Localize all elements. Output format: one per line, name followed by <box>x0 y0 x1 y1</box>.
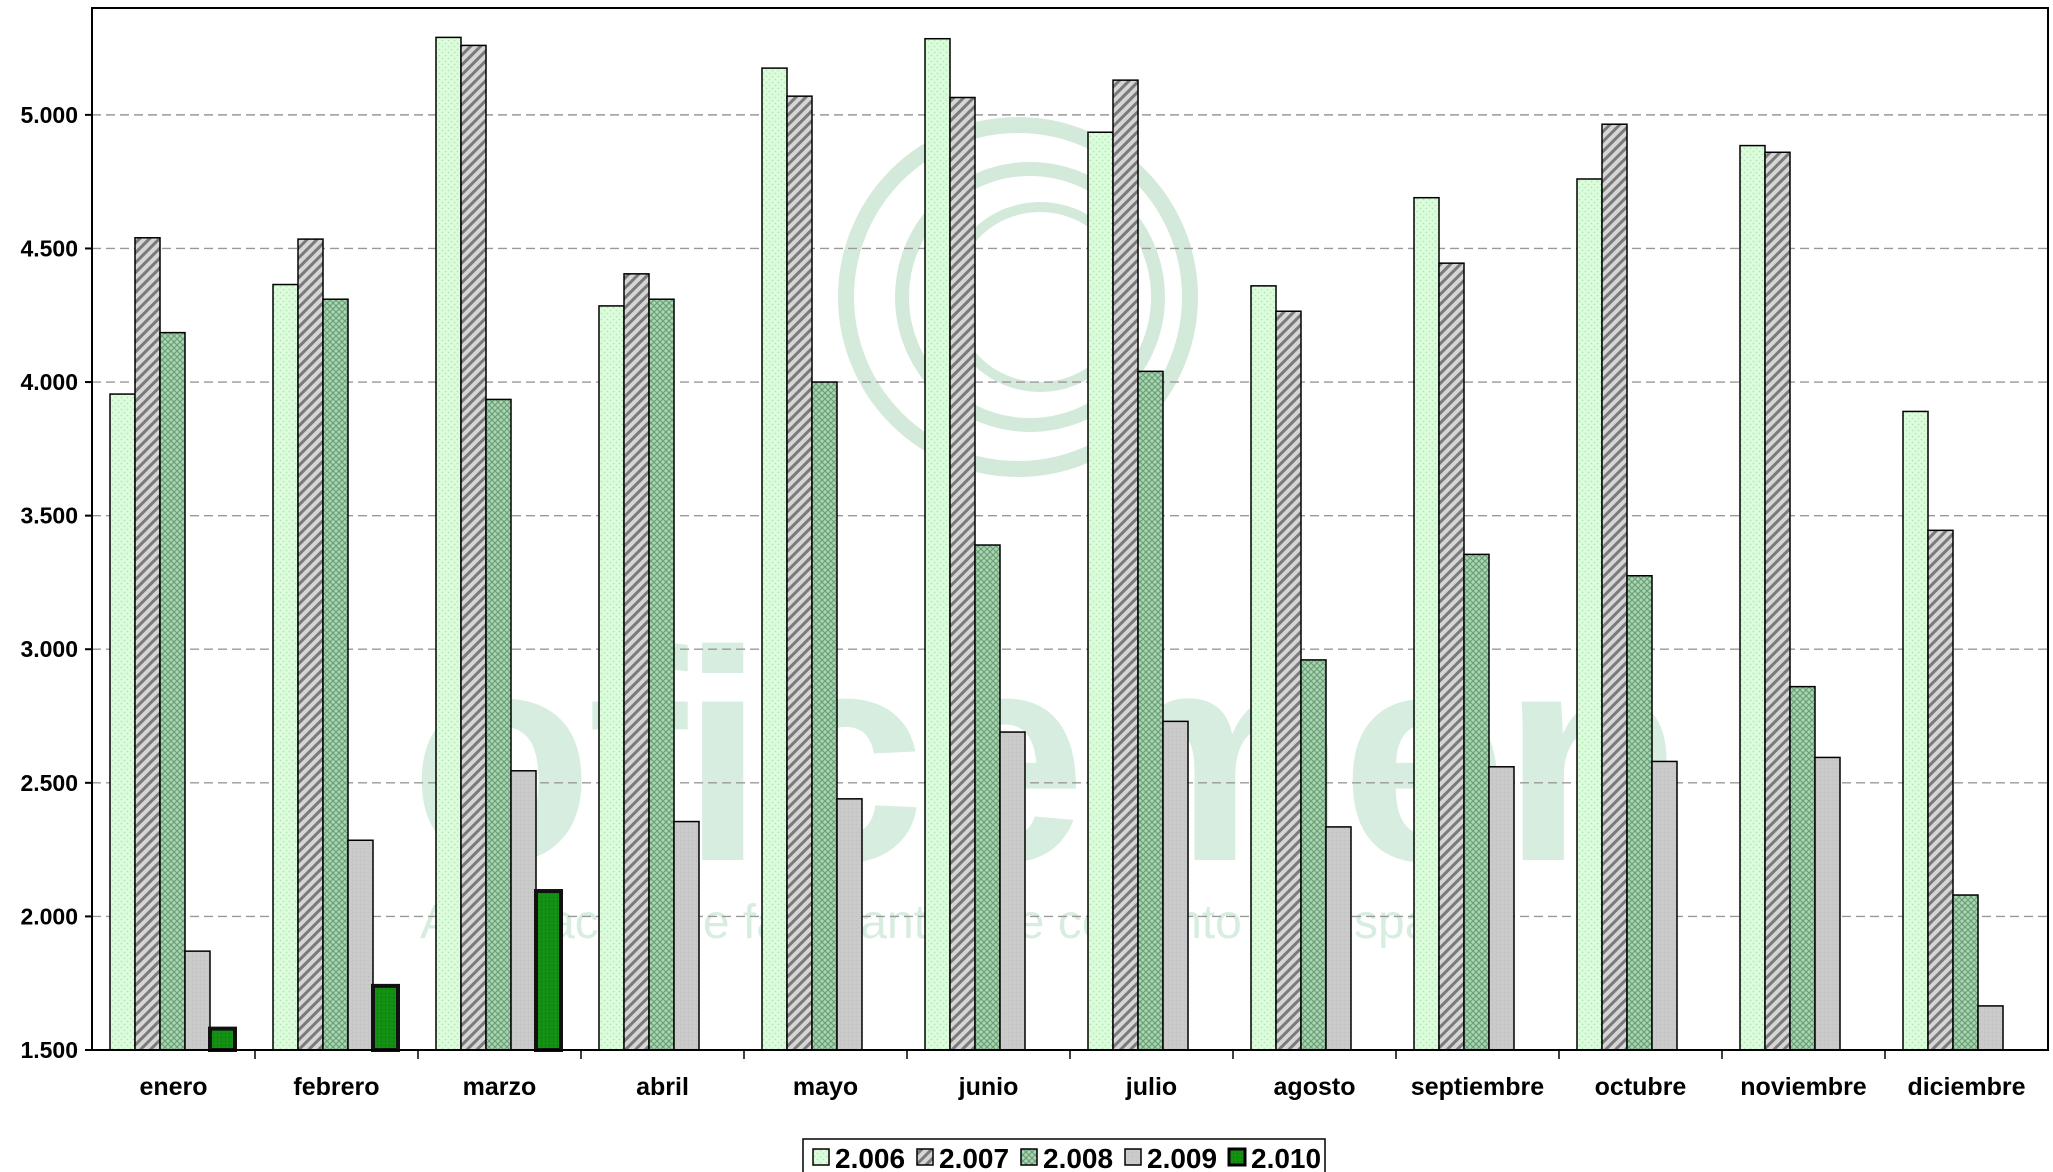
bar-2006-noviembre <box>1739 144 1766 1051</box>
bar-2008-agosto <box>1300 659 1327 1051</box>
gridlines <box>92 114 2048 918</box>
watermark-ring-middle <box>895 162 1165 432</box>
legend-label-2006: 2.006 <box>835 1143 905 1172</box>
legend-swatch-2006 <box>812 1148 830 1166</box>
bar-2009-septiembre <box>1488 766 1515 1051</box>
bar-2008-junio <box>974 544 1001 1051</box>
bar-2008-julio <box>1137 370 1164 1051</box>
legend-label-2007: 2.007 <box>939 1143 1009 1172</box>
bar-2010-enero <box>208 1026 237 1052</box>
bar-2007-octubre <box>1601 123 1628 1051</box>
bar-2008-marzo <box>485 398 512 1051</box>
x-tick-label: abril <box>636 1073 689 1101</box>
bar-2007-septiembre <box>1438 262 1465 1051</box>
x-tick-label: marzo <box>463 1073 537 1101</box>
x-tick-label: octubre <box>1595 1073 1687 1101</box>
bar-2007-agosto <box>1275 310 1302 1051</box>
bar-2006-marzo <box>435 36 462 1051</box>
bar-2006-abril <box>598 305 625 1051</box>
bar-2010-febrero <box>371 983 400 1053</box>
bar-2007-mayo <box>786 95 813 1051</box>
bar-2007-diciembre <box>1927 529 1954 1051</box>
legend-label-2010: 2.010 <box>1251 1143 1321 1172</box>
bar-2007-junio <box>949 96 976 1051</box>
legend-swatch-2009 <box>1124 1148 1142 1166</box>
bar-2009-octubre <box>1651 760 1678 1051</box>
x-tick-label: diciembre <box>1907 1073 2025 1101</box>
legend-label-2008: 2.008 <box>1043 1143 1113 1172</box>
y-tick-label: 4.500 <box>20 235 78 261</box>
bar-2009-agosto <box>1325 826 1352 1051</box>
legend: 2.006 2.007 2.008 2.009 2.010 <box>802 1138 1326 1172</box>
y-tick-label: 2.500 <box>20 770 78 796</box>
bar-2007-abril <box>623 273 650 1051</box>
bar-2009-diciembre <box>1977 1005 2004 1051</box>
bar-2007-marzo <box>460 44 487 1051</box>
bar-2008-noviembre <box>1789 685 1816 1051</box>
bar-2008-mayo <box>811 381 838 1051</box>
bar-2009-noviembre <box>1814 756 1841 1051</box>
bar-2008-febrero <box>322 298 349 1051</box>
bar-2009-febrero <box>347 839 374 1051</box>
y-tick-label: 4.000 <box>20 369 78 395</box>
bar-2008-octubre <box>1626 575 1653 1051</box>
legend-swatch-2010 <box>1227 1147 1247 1167</box>
legend-swatch-2007 <box>916 1148 934 1166</box>
x-tick-label: mayo <box>793 1073 858 1101</box>
bar-2009-enero <box>184 950 211 1051</box>
y-tick-label: 1.500 <box>20 1037 78 1063</box>
legend-label-2009: 2.009 <box>1147 1143 1217 1172</box>
y-tick-label: 3.000 <box>20 636 78 662</box>
bar-2007-julio <box>1112 79 1139 1051</box>
bar-2008-abril <box>648 298 675 1051</box>
axes: 1.500 2.000 2.500 3.000 3.500 4.000 4.500 5.000… <box>20 7 2049 1101</box>
bar-2010-marzo <box>534 889 563 1052</box>
x-tick-label: agosto <box>1274 1073 1356 1101</box>
watermark-ring-outer <box>838 117 1198 477</box>
legend-swatch-2008 <box>1020 1148 1038 1166</box>
x-tick-label: enero <box>139 1073 207 1101</box>
bar-2009-julio <box>1162 720 1189 1051</box>
bar-2006-diciembre <box>1902 410 1929 1051</box>
x-tick-label: julio <box>1125 1073 1177 1101</box>
bar-2006-enero <box>109 393 136 1051</box>
bar-2008-septiembre <box>1463 553 1490 1051</box>
bar-2007-noviembre <box>1764 151 1791 1051</box>
x-tick-label: febrero <box>293 1073 379 1101</box>
y-tick-label: 5.000 <box>20 102 78 128</box>
bar-2006-junio <box>924 37 951 1051</box>
bar-2006-octubre <box>1576 178 1603 1051</box>
bar-2008-enero <box>159 331 186 1051</box>
x-tick-label: noviembre <box>1740 1073 1867 1101</box>
y-tick-label: 3.500 <box>20 503 78 529</box>
bar-2006-agosto <box>1250 285 1277 1051</box>
bar-2006-mayo <box>761 67 788 1051</box>
bar-2007-enero <box>134 237 161 1051</box>
x-tick-label: junio <box>958 1073 1019 1101</box>
bar-2008-diciembre <box>1952 894 1979 1051</box>
bar-2009-junio <box>999 731 1026 1051</box>
bar-2006-febrero <box>272 283 299 1051</box>
bar-2009-abril <box>673 820 700 1051</box>
bar-2007-febrero <box>297 238 324 1051</box>
bar-2009-marzo <box>510 770 537 1051</box>
bar-2006-septiembre <box>1413 196 1440 1051</box>
bar-2006-julio <box>1087 131 1114 1051</box>
bar-2009-mayo <box>836 798 863 1051</box>
y-tick-label: 2.000 <box>20 903 78 929</box>
x-tick-label: septiembre <box>1411 1073 1544 1101</box>
